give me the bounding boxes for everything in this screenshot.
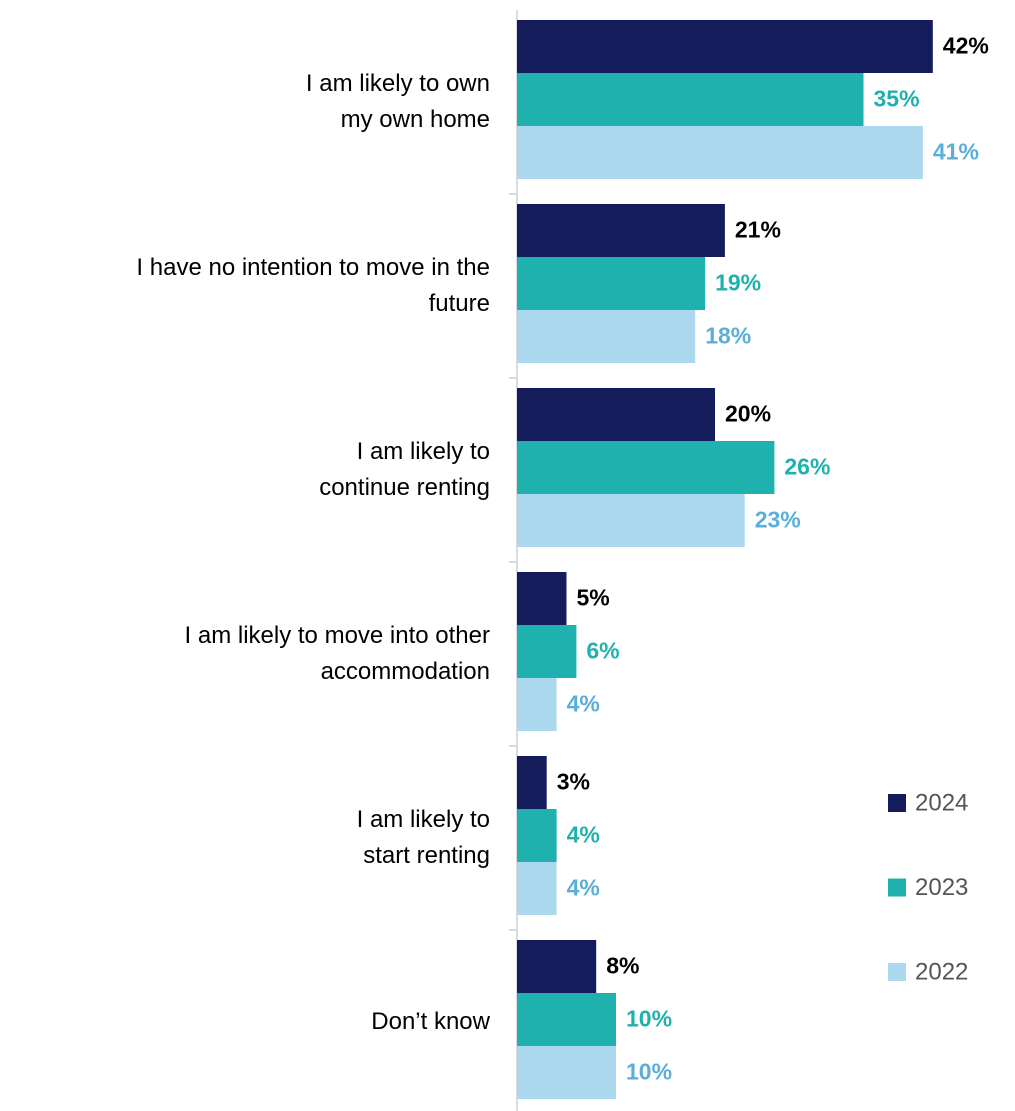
- bar: [517, 494, 745, 547]
- bar: [517, 678, 557, 731]
- bar: [517, 809, 557, 862]
- value-label: 26%: [784, 454, 830, 480]
- value-label: 6%: [586, 638, 619, 664]
- bar: [517, 756, 547, 809]
- category-label: I am likely to move into other accommoda…: [184, 622, 490, 685]
- value-label: 41%: [933, 139, 979, 165]
- legend-label: 2024: [915, 789, 968, 816]
- bar: [517, 1046, 616, 1099]
- bar: [517, 310, 696, 363]
- bar: [517, 126, 923, 179]
- bar: [517, 862, 557, 915]
- bar: [517, 625, 577, 678]
- bar: [517, 388, 715, 441]
- legend-label: 2022: [915, 958, 968, 985]
- value-label: 35%: [874, 86, 920, 112]
- value-label: 3%: [557, 769, 590, 795]
- value-label: 4%: [567, 875, 600, 901]
- legend-swatch: [888, 878, 906, 897]
- value-label: 4%: [567, 691, 600, 717]
- value-label: 23%: [755, 507, 801, 533]
- value-label: 18%: [705, 323, 751, 349]
- bar: [517, 20, 933, 73]
- bar: [517, 204, 725, 257]
- value-label: 8%: [606, 953, 639, 979]
- category-label: I am likely to own my own home: [305, 70, 490, 133]
- category-label: I am likely to start renting: [356, 806, 490, 869]
- legend-swatch: [888, 963, 906, 981]
- value-label: 5%: [577, 585, 610, 611]
- value-label: 20%: [725, 401, 771, 427]
- value-label: 10%: [626, 1059, 672, 1085]
- bar: [517, 73, 864, 126]
- value-label: 42%: [943, 33, 989, 59]
- bar: [517, 993, 616, 1046]
- value-label: 21%: [735, 217, 781, 243]
- bar: [517, 572, 567, 625]
- bar: [517, 441, 775, 494]
- category-label: I have no intention to move in the futur…: [136, 254, 490, 317]
- bar: [517, 940, 597, 993]
- value-label: 4%: [567, 822, 600, 848]
- legend-swatch: [888, 794, 906, 812]
- legend-label: 2023: [915, 874, 968, 901]
- bar: [517, 257, 706, 310]
- category-label: Don’t know: [371, 1008, 490, 1035]
- category-label: I am likely to continue renting: [319, 438, 490, 501]
- value-label: 10%: [626, 1006, 672, 1032]
- value-label: 19%: [715, 270, 761, 296]
